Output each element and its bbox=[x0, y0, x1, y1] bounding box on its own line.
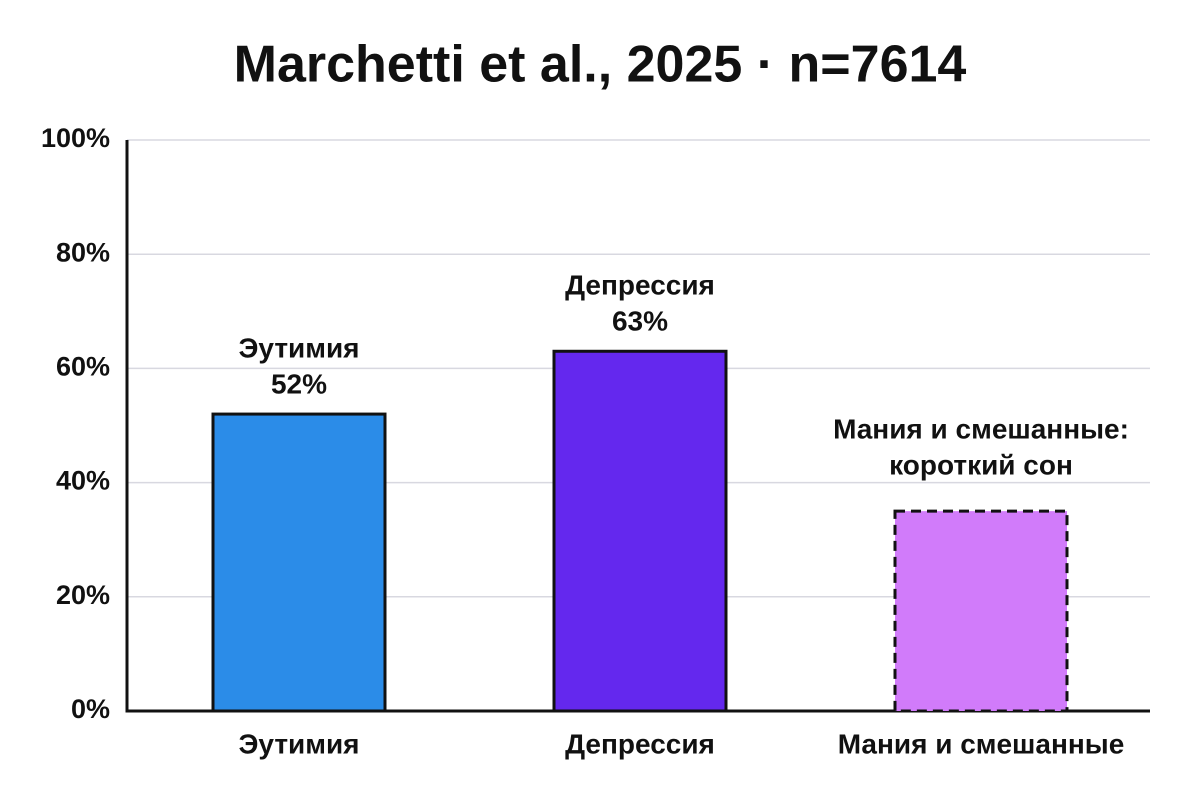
y-tick-label: 100% bbox=[41, 123, 110, 153]
x-tick-label: Мания и смешанные bbox=[838, 728, 1125, 759]
value-label: 63% bbox=[612, 306, 668, 337]
y-tick-label: 20% bbox=[56, 580, 110, 610]
bar bbox=[552, 349, 728, 713]
x-tick-label: Депрессия bbox=[565, 728, 715, 759]
x-tick-label: Эутимия bbox=[238, 728, 359, 759]
y-tick-label: 80% bbox=[56, 237, 110, 267]
y-tick-label: 40% bbox=[56, 466, 110, 496]
bar bbox=[211, 412, 387, 713]
y-tick-label: 60% bbox=[56, 352, 110, 382]
bar-label: Мания и смешанные: bbox=[833, 414, 1129, 445]
bar-label: Эутимия bbox=[238, 332, 359, 363]
chart-title: Marchetti et al., 2025 · n=7614 bbox=[234, 36, 967, 94]
bar-label: короткий сон bbox=[889, 450, 1073, 481]
value-label: 52% bbox=[271, 368, 327, 399]
bar-label: Депрессия bbox=[565, 270, 715, 301]
y-tick-label: 0% bbox=[71, 694, 110, 724]
bar bbox=[893, 509, 1069, 713]
